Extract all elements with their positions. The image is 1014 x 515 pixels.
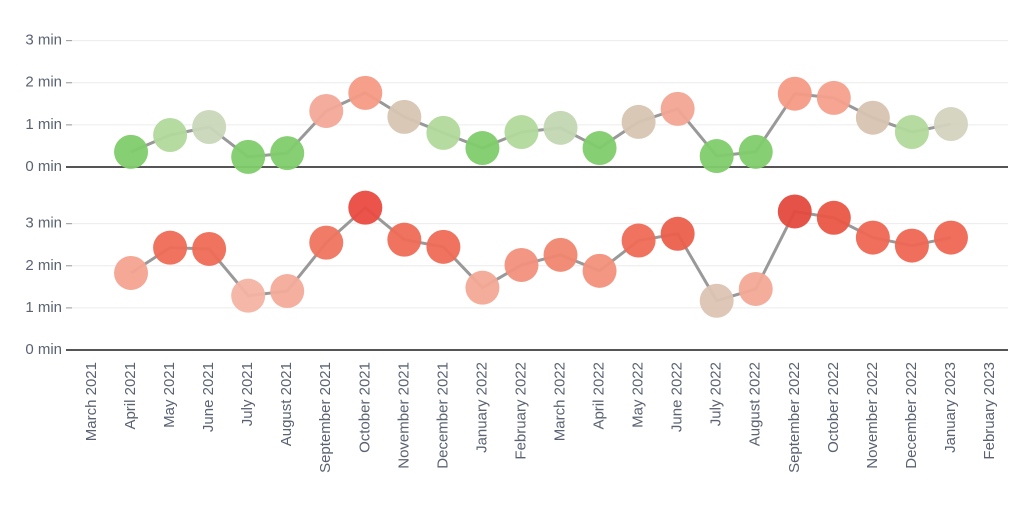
marker [777,76,812,111]
x-tick-label: December 2021 [434,362,451,469]
marker [309,225,344,260]
marker [270,136,305,171]
x-tick-label: March 2022 [551,362,568,441]
marker [855,100,890,135]
x-tick-label: July 2022 [708,362,725,426]
y-tick-label: 0 min [25,341,62,358]
y-tick-label: 3 min [25,215,62,232]
marker [270,274,305,309]
x-tick-label: August 2021 [278,362,295,446]
marker [504,115,539,150]
marker [114,134,149,169]
marker [933,107,968,142]
marker [153,230,188,265]
marker [621,104,656,139]
x-tick-label: June 2021 [200,362,217,432]
x-tick-label: September 2021 [317,362,334,473]
marker [660,91,695,126]
y-tick-label: 0 min [25,158,62,175]
x-tick-label: February 2022 [512,362,529,460]
marker [582,253,617,288]
marker [894,228,929,263]
line [130,91,952,159]
marker [504,247,539,282]
marker [894,115,929,150]
marker [426,229,461,264]
x-tick-label: November 2022 [864,362,881,469]
marker [543,110,578,145]
marker [426,115,461,150]
marker [153,117,188,152]
marker [192,231,227,266]
x-tick-label: July 2021 [239,362,256,426]
marker [192,109,227,144]
marker [660,216,695,251]
marker [855,220,890,255]
marker [582,131,617,166]
x-tick-label: December 2022 [903,362,920,469]
marker [387,222,422,257]
marker [348,190,383,225]
marker [816,200,851,235]
x-tick-label: October 2022 [825,362,842,453]
marker [738,134,773,169]
x-tick-label: October 2021 [356,362,373,453]
x-tick-label: April 2022 [591,362,608,430]
x-tick-label: January 2022 [473,362,490,453]
marker [816,80,851,115]
y-tick-label: 2 min [25,74,62,91]
x-tick-label: June 2022 [669,362,686,432]
marker [699,283,734,318]
marker [231,278,266,313]
marker [465,131,500,166]
marker [114,255,149,290]
x-tick-label: February 2023 [981,362,998,460]
marker [231,139,266,174]
line [130,205,952,303]
marker [738,271,773,306]
x-tick-label: April 2021 [122,362,139,430]
x-tick-label: May 2021 [161,362,178,428]
marker [309,93,344,128]
marker [621,223,656,258]
marker [348,75,383,110]
marker [777,194,812,229]
marker [387,99,422,134]
x-tick-label: August 2022 [747,362,764,446]
x-tick-label: March 2021 [83,362,100,441]
marker [465,270,500,305]
y-tick-label: 3 min [25,32,62,49]
marker [543,237,578,272]
y-tick-label: 1 min [25,116,62,133]
x-tick-label: January 2023 [942,362,959,453]
y-tick-label: 2 min [25,257,62,274]
y-tick-label: 1 min [25,299,62,316]
marker [933,220,968,255]
marker [699,139,734,174]
x-tick-label: November 2021 [395,362,412,469]
x-tick-label: May 2022 [630,362,647,428]
x-tick-label: September 2022 [786,362,803,473]
